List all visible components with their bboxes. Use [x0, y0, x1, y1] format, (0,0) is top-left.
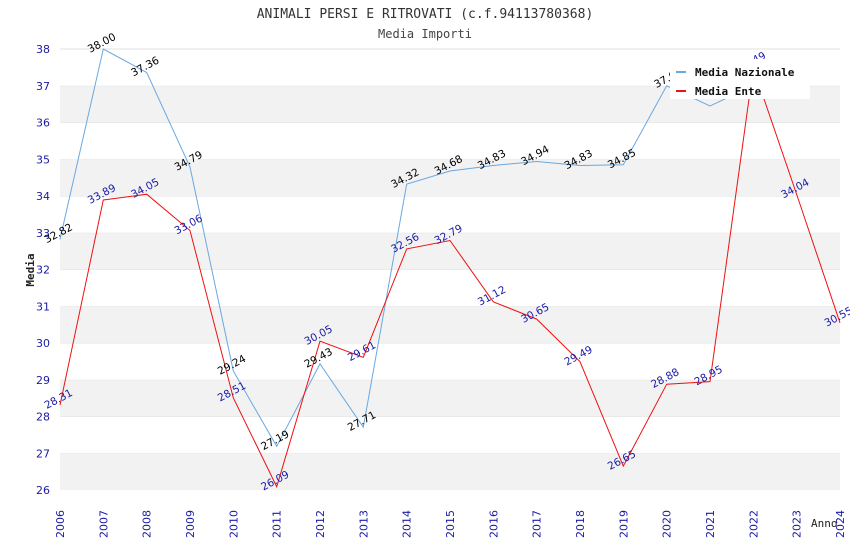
chart-subtitle: Media Importi	[378, 27, 472, 41]
grid-band	[60, 379, 840, 417]
y-tick-label: 26	[36, 484, 50, 497]
y-tick-label: 35	[36, 153, 50, 166]
y-axis-label: Media	[24, 253, 37, 286]
x-tick-label: 2006	[54, 510, 67, 538]
x-tick-label: 2024	[834, 510, 847, 538]
grid-band	[60, 269, 840, 307]
x-tick-label: 2018	[574, 510, 587, 538]
series-line	[59, 48, 754, 448]
y-axis-ticks: 26 27 28 29 30 31 32 33 34 35 36 37 38	[36, 43, 50, 497]
x-tick-label: 2020	[661, 510, 674, 538]
grid-band	[60, 306, 840, 343]
series-lines	[59, 48, 841, 489]
x-tick-label: 2007	[97, 510, 110, 538]
y-tick-label: 36	[36, 117, 50, 130]
grid-band	[60, 416, 840, 454]
grid-band	[60, 196, 840, 233]
y-tick-label: 33	[36, 227, 50, 240]
legend-label: Media Ente	[695, 85, 762, 98]
x-axis-ticks: 2006 2007 2008 2009 2010 2011 2012 2013 2014 2015…	[54, 510, 847, 538]
y-tick-label: 32	[36, 264, 50, 277]
y-tick-label: 28	[36, 411, 50, 424]
x-tick-label: 2023	[791, 510, 804, 538]
y-tick-label: 34	[36, 190, 50, 203]
x-tick-label: 2019	[617, 510, 630, 538]
x-tick-label: 2017	[531, 510, 544, 538]
series-line	[59, 67, 841, 489]
y-tick-label: 30	[36, 337, 50, 350]
x-tick-label: 2016	[487, 510, 500, 538]
legend-label: Media Nazionale	[695, 66, 795, 79]
legend: Media Nazionale Media Ente	[670, 59, 810, 99]
grid-band	[60, 232, 840, 270]
x-tick-label: 2008	[141, 510, 154, 538]
grid-band	[60, 343, 840, 380]
x-tick-label: 2015	[444, 510, 457, 538]
grid-band	[60, 453, 840, 490]
x-tick-label: 2009	[184, 510, 197, 538]
x-tick-label: 2013	[357, 510, 370, 538]
chart-title: ANIMALI PERSI E RITROVATI (c.f.941137803…	[257, 7, 594, 22]
x-axis-label: Anno	[811, 517, 838, 530]
y-tick-label: 37	[36, 80, 50, 93]
y-tick-label: 29	[36, 374, 50, 387]
grid-band	[60, 159, 840, 196]
x-tick-label: 2010	[227, 510, 240, 538]
x-tick-label: 2021	[704, 510, 717, 538]
y-tick-label: 27	[36, 447, 50, 460]
grid-bands	[60, 48, 840, 490]
x-tick-label: 2022	[747, 510, 760, 538]
x-tick-label: 2011	[271, 510, 284, 538]
y-tick-label: 38	[36, 43, 50, 56]
grid-band	[60, 122, 840, 160]
x-tick-label: 2012	[314, 510, 327, 538]
legend-box	[670, 59, 810, 99]
y-tick-label: 31	[36, 300, 50, 313]
x-tick-label: 2014	[401, 510, 414, 538]
